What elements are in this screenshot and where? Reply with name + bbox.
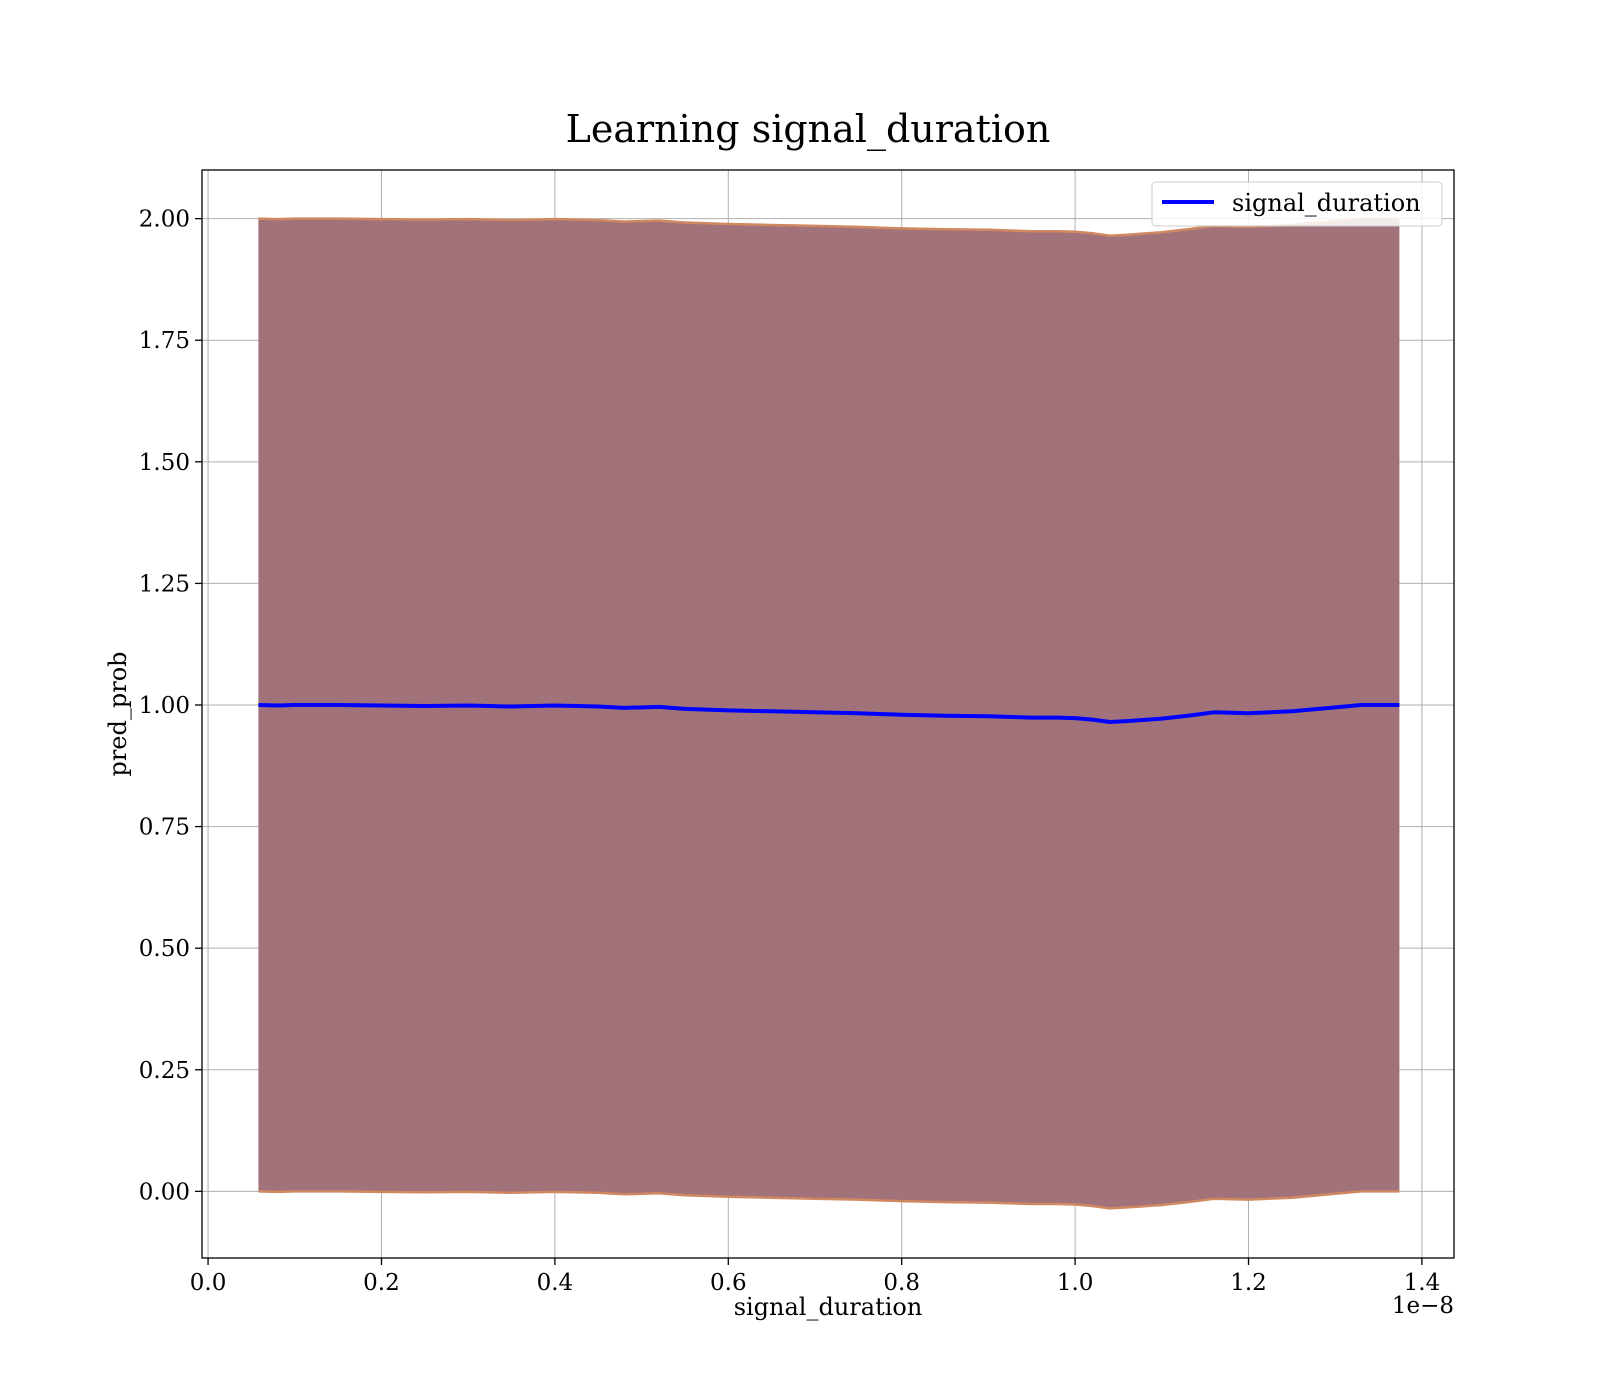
y-tick-label: 0.75 xyxy=(139,815,190,841)
y-tick-label: 1.50 xyxy=(139,450,190,476)
legend-label: signal_duration xyxy=(1232,189,1421,217)
x-tick-label: 0.4 xyxy=(537,1270,574,1296)
x-tick-label: 1.2 xyxy=(1230,1270,1267,1296)
series-line-signal-duration xyxy=(258,703,1400,724)
x-axis: 0.0 0.2 0.4 0.6 0.8 1.0 1.2 1.4 xyxy=(190,1258,1440,1296)
x-tick-label: 1.0 xyxy=(1057,1270,1094,1296)
chart-title: Learning signal_duration xyxy=(566,107,1051,152)
y-axis: 0.00 0.25 0.50 0.75 1.00 1.25 1.50 1.75 2.00 xyxy=(139,207,202,1205)
y-tick-label: 1.75 xyxy=(139,328,190,354)
legend-box xyxy=(1151,181,1443,227)
x-tick-label: 0.0 xyxy=(190,1270,227,1296)
y-axis-label: pred_prob xyxy=(104,651,132,776)
y-tick-label: 0.50 xyxy=(139,936,190,962)
x-tick-label: 1.4 xyxy=(1404,1270,1441,1296)
series-line-group xyxy=(258,703,1400,724)
y-tick-label: 2.00 xyxy=(139,207,190,233)
band-upper-edge xyxy=(258,217,1400,237)
y-tick-label: 0.25 xyxy=(139,1058,190,1084)
y-tick-label: 1.25 xyxy=(139,571,190,597)
x-tick-label: 0.6 xyxy=(710,1270,747,1296)
band-lower-edge xyxy=(258,1190,1400,1210)
x-tick-label: 0.2 xyxy=(363,1270,400,1296)
y-tick-label: 0.00 xyxy=(139,1179,190,1205)
x-axis-label: signal_duration xyxy=(734,1293,923,1321)
x-axis-offset-text: 1e−8 xyxy=(1392,1293,1454,1319)
plot-frame xyxy=(201,169,1455,1259)
y-tick-label: 1.00 xyxy=(139,693,190,719)
legend: signal_duration xyxy=(1151,181,1443,227)
x-tick-label: 0.8 xyxy=(883,1270,920,1296)
